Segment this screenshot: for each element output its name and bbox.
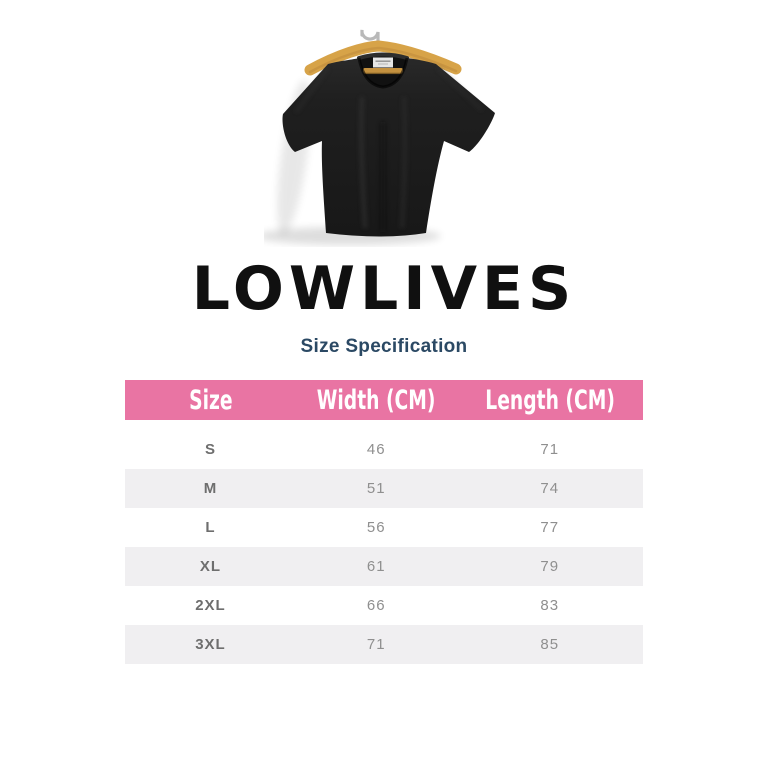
length-cell: 71 xyxy=(540,441,560,458)
table-header-row: Size Width (CM) Length (CM) xyxy=(125,380,643,420)
table-row-2xl: 2XL 66 83 xyxy=(125,586,643,625)
black-tshirt xyxy=(282,52,495,237)
length-cell: 74 xyxy=(540,480,560,497)
size-cell: 3XL xyxy=(195,636,226,653)
width-cell: 71 xyxy=(366,636,386,653)
size-cell: M xyxy=(203,480,218,497)
size-cell: L xyxy=(205,519,216,536)
fabric-folds xyxy=(294,66,484,232)
brand-title: LOWLIVES xyxy=(191,254,577,324)
width-cell: 51 xyxy=(366,480,386,497)
wooden-hanger xyxy=(304,40,462,76)
table-row-m: M 51 74 xyxy=(125,469,643,508)
hanger-through-neck xyxy=(363,68,403,75)
table-row-l: L 56 77 xyxy=(125,508,643,547)
width-cell: 61 xyxy=(366,558,386,575)
table-row-s: S 46 71 xyxy=(125,430,643,469)
hanger-hook xyxy=(360,29,380,52)
product-photo xyxy=(257,2,502,247)
size-cell: S xyxy=(204,441,216,458)
header-label-width: Width (CM) xyxy=(316,384,436,416)
length-cell: 77 xyxy=(540,519,560,536)
neck-label xyxy=(373,57,393,68)
size-cell: 2XL xyxy=(195,597,226,614)
width-cell: 46 xyxy=(366,441,386,458)
size-table: Size Width (CM) Length (CM) S 46 71 M 51… xyxy=(125,380,643,664)
table-row-3xl: 3XL 71 85 xyxy=(125,625,643,664)
header-label-size: Size xyxy=(188,384,233,416)
length-cell: 85 xyxy=(540,636,560,653)
table-body: S 46 71 M 51 74 L 56 77 XL 61 79 2XL 66 xyxy=(125,430,643,664)
width-cell: 66 xyxy=(366,597,386,614)
size-cell: XL xyxy=(199,558,222,575)
header-cell-length: Length (CM) xyxy=(457,384,643,416)
width-cell: 56 xyxy=(366,519,386,536)
header-cell-size: Size xyxy=(125,384,296,416)
table-row-xl: XL 61 79 xyxy=(125,547,643,586)
header-cell-width: Width (CM) xyxy=(296,384,457,416)
length-cell: 83 xyxy=(540,597,560,614)
header-label-length: Length (CM) xyxy=(484,384,615,416)
section-subtitle: Size Specification xyxy=(300,336,468,357)
length-cell: 79 xyxy=(540,558,560,575)
tshirt-on-hanger-image xyxy=(257,29,495,245)
